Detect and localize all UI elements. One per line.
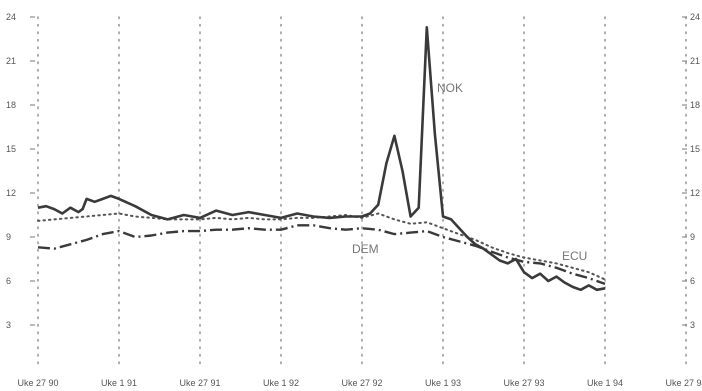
left-y-axis: 3 6 9 12 15 18 21 24 [6, 12, 35, 330]
y-tick-label-left: 24 [6, 12, 16, 22]
series-line-nok [37, 25, 606, 292]
x-tick-label: Uke 27 90 [17, 378, 58, 388]
x-tick-label: Uke 1 93 [425, 378, 461, 388]
y-tick-label-right: 15 [690, 144, 700, 154]
y-tick-label-right: 18 [690, 100, 700, 110]
y-tick-label-right: 6 [690, 276, 695, 286]
series-label-nok: NOK [437, 81, 463, 95]
y-tick-label-right: 9 [690, 232, 695, 242]
y-tick-label-left: 9 [6, 232, 11, 242]
y-tick-label-right: 3 [690, 320, 695, 330]
y-tick-label-right: 12 [690, 188, 700, 198]
x-tick-label: Uke 27 94 [665, 378, 702, 388]
series-lines [37, 25, 606, 292]
series-labels: NOK DEM ECU [352, 81, 587, 263]
x-tick-label: Uke 1 91 [101, 378, 137, 388]
y-tick-label-left: 6 [6, 276, 11, 286]
y-tick-label-right: 21 [690, 56, 700, 66]
x-tick-label: Uke 1 92 [263, 378, 299, 388]
x-tick-label: Uke 1 94 [587, 378, 623, 388]
right-y-axis: 3 6 9 12 15 18 21 24 [682, 12, 700, 330]
x-tick-label: Uke 27 93 [503, 378, 544, 388]
y-tick-label-left: 21 [6, 56, 16, 66]
series-line-ecu [37, 212, 606, 281]
y-tick-label-right: 24 [690, 12, 700, 22]
series-label-ecu: ECU [562, 249, 587, 263]
y-tick-label-left: 3 [6, 320, 11, 330]
series-label-dem: DEM [352, 242, 379, 256]
y-tick-label-left: 18 [6, 100, 16, 110]
x-tick-label: Uke 27 91 [179, 378, 220, 388]
series-line-dem [37, 224, 606, 286]
x-axis-tick-labels: Uke 27 90 Uke 1 91 Uke 27 91 Uke 1 92 Uke 27… [17, 378, 702, 388]
grid-lines [37, 16, 687, 370]
y-tick-label-left: 12 [6, 188, 16, 198]
y-tick-label-left: 15 [6, 144, 16, 154]
x-tick-label: Uke 27 92 [341, 378, 382, 388]
